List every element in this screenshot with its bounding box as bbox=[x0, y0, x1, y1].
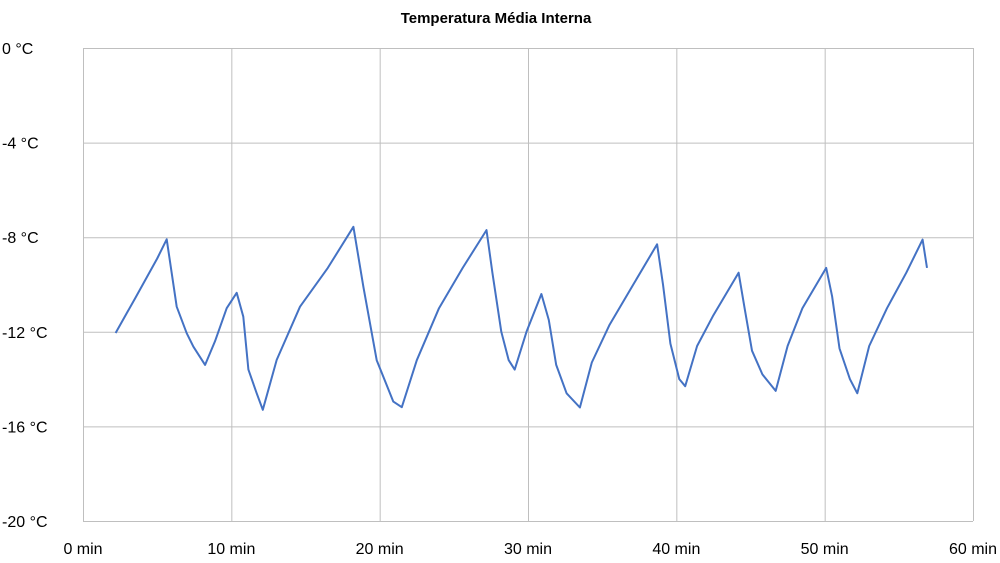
series-group bbox=[114, 225, 928, 411]
y-tick-label: -12 °C bbox=[2, 325, 48, 342]
x-tick-label: 60 min bbox=[949, 541, 997, 558]
x-axis: 0 min 10 min 20 min 30 min 40 min 50 min 60 mi… bbox=[63, 541, 997, 558]
y-tick-label: -20 °C bbox=[2, 514, 48, 531]
chart-title: Temperatura Média Interna bbox=[401, 10, 592, 27]
y-tick-label: -4 °C bbox=[2, 136, 39, 153]
y-axis: 0 °C -4 °C -8 °C -12 °C -16 °C -20 °C bbox=[2, 41, 48, 531]
y-tick-label: 0 °C bbox=[2, 41, 33, 58]
x-tick-label: 30 min bbox=[504, 541, 552, 558]
x-tick-label: 40 min bbox=[652, 541, 700, 558]
x-tick-label: 10 min bbox=[207, 541, 255, 558]
x-tick-label: 20 min bbox=[356, 541, 404, 558]
x-tick-label: 0 min bbox=[63, 541, 102, 558]
y-tick-label: -8 °C bbox=[2, 230, 39, 247]
x-tick-label: 50 min bbox=[801, 541, 849, 558]
y-tick-label: -16 °C bbox=[2, 419, 48, 436]
series-line bbox=[114, 225, 928, 411]
grid bbox=[83, 48, 974, 522]
